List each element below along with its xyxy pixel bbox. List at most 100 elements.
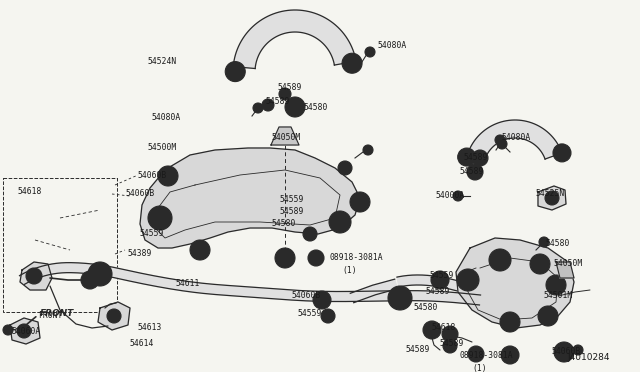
Circle shape	[457, 269, 479, 291]
Circle shape	[497, 139, 507, 149]
Circle shape	[338, 161, 352, 175]
Circle shape	[279, 88, 291, 100]
Text: 54060A: 54060A	[12, 327, 41, 337]
Text: 54611: 54611	[176, 279, 200, 289]
Circle shape	[549, 195, 555, 201]
Text: 54580: 54580	[272, 219, 296, 228]
Circle shape	[88, 262, 112, 286]
Circle shape	[447, 343, 453, 349]
Text: 54060B: 54060B	[126, 189, 156, 199]
Text: 54580: 54580	[303, 103, 328, 112]
Polygon shape	[140, 148, 360, 248]
Circle shape	[423, 321, 441, 339]
Text: 54559: 54559	[430, 272, 454, 280]
Circle shape	[388, 286, 412, 310]
Text: 54589: 54589	[278, 83, 302, 93]
Circle shape	[190, 240, 210, 260]
Circle shape	[158, 166, 178, 186]
Circle shape	[494, 254, 506, 266]
Circle shape	[468, 346, 484, 362]
Circle shape	[546, 275, 566, 295]
Circle shape	[442, 326, 458, 342]
Circle shape	[194, 244, 206, 256]
Text: J4010284: J4010284	[568, 353, 610, 362]
Text: 54080A: 54080A	[152, 113, 181, 122]
Polygon shape	[538, 186, 566, 210]
Circle shape	[476, 154, 484, 162]
Circle shape	[557, 148, 567, 158]
Circle shape	[93, 267, 107, 281]
Text: FRONT: FRONT	[40, 310, 74, 318]
Circle shape	[435, 275, 445, 285]
Polygon shape	[467, 120, 562, 162]
Text: 54618: 54618	[18, 187, 42, 196]
Circle shape	[334, 216, 346, 228]
Circle shape	[427, 325, 437, 335]
Text: 54060B: 54060B	[138, 170, 167, 180]
Circle shape	[393, 291, 407, 305]
Text: N: N	[314, 256, 319, 260]
Circle shape	[262, 99, 274, 111]
Polygon shape	[271, 127, 299, 145]
Text: 08918-3081A: 08918-3081A	[460, 352, 514, 360]
Text: (1): (1)	[472, 363, 486, 372]
Circle shape	[111, 313, 117, 319]
Circle shape	[431, 271, 449, 289]
Text: 54589: 54589	[440, 340, 465, 349]
Text: 54050M: 54050M	[554, 260, 583, 269]
Circle shape	[313, 291, 331, 309]
Circle shape	[501, 346, 519, 364]
Text: 54614: 54614	[130, 340, 154, 349]
Circle shape	[573, 345, 583, 355]
Circle shape	[81, 271, 99, 289]
Text: 54559: 54559	[280, 196, 305, 205]
Circle shape	[539, 237, 549, 247]
Circle shape	[285, 97, 305, 117]
Polygon shape	[98, 302, 130, 330]
Circle shape	[472, 150, 488, 166]
Circle shape	[365, 47, 375, 57]
Circle shape	[282, 91, 288, 97]
Circle shape	[551, 280, 561, 290]
Polygon shape	[20, 263, 481, 305]
Circle shape	[308, 250, 324, 266]
Circle shape	[443, 339, 457, 353]
Text: 54050M: 54050M	[272, 134, 301, 142]
Polygon shape	[456, 238, 574, 328]
Polygon shape	[556, 262, 574, 278]
Text: 54580: 54580	[414, 304, 438, 312]
Text: 54580: 54580	[546, 240, 570, 248]
Text: 54559: 54559	[140, 230, 164, 238]
Circle shape	[489, 249, 511, 271]
Circle shape	[471, 168, 479, 176]
Text: 54589: 54589	[406, 346, 430, 355]
Circle shape	[163, 171, 173, 181]
Circle shape	[500, 312, 520, 332]
Circle shape	[279, 252, 291, 264]
Text: 54060B: 54060B	[292, 292, 321, 301]
Text: 54618: 54618	[432, 324, 456, 333]
Circle shape	[303, 227, 317, 241]
Text: 54080A: 54080A	[502, 134, 531, 142]
Text: 54559: 54559	[298, 310, 323, 318]
Circle shape	[346, 57, 358, 69]
Circle shape	[275, 248, 295, 268]
Circle shape	[17, 324, 31, 338]
Text: FRONT: FRONT	[38, 311, 62, 320]
Text: (1): (1)	[342, 266, 356, 275]
Circle shape	[342, 165, 348, 171]
Circle shape	[461, 152, 472, 162]
Circle shape	[225, 62, 245, 81]
Polygon shape	[233, 10, 356, 68]
Circle shape	[505, 317, 515, 327]
Polygon shape	[397, 275, 460, 291]
Text: 54524N: 54524N	[148, 58, 177, 67]
Circle shape	[453, 191, 463, 201]
Circle shape	[535, 259, 545, 269]
Circle shape	[148, 206, 172, 230]
Text: 54060B: 54060B	[552, 347, 581, 356]
Polygon shape	[350, 279, 397, 303]
Circle shape	[354, 196, 366, 208]
Circle shape	[553, 144, 571, 162]
Circle shape	[495, 135, 505, 145]
